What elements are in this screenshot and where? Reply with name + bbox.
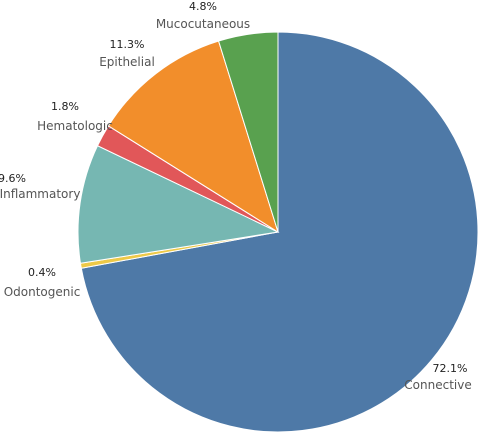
category-label-odontogenic: Odontogenic [4, 285, 81, 299]
category-label-epithelial: Epithelial [99, 55, 155, 69]
data-label-inflammatory: 9.6% [0, 172, 26, 185]
data-label-odontogenic: 0.4% [28, 266, 56, 279]
pie-slice-mucocutaneous [217, 31, 279, 233]
category-label-mucocutaneous: Mucocutaneous [156, 17, 250, 31]
pie-slices [77, 31, 479, 433]
pie-slice-inflammatory [77, 145, 280, 264]
data-label-connective: 72.1% [433, 362, 468, 375]
category-label-hematologic: Hematologic [37, 119, 113, 133]
category-label-inflammatory: Inflammatory [0, 187, 80, 201]
data-label-epithelial: 11.3% [110, 38, 145, 51]
data-label-mucocutaneous: 4.8% [189, 0, 217, 13]
category-label-connective: Connective [404, 378, 471, 392]
pie-slice-epithelial [107, 40, 279, 234]
data-label-hematologic: 1.8% [51, 100, 79, 113]
pie-slice-connective [80, 31, 479, 433]
pie-labels: 72.1% Connective 0.4% Odontogenic 9.6% Inflam… [0, 0, 472, 392]
